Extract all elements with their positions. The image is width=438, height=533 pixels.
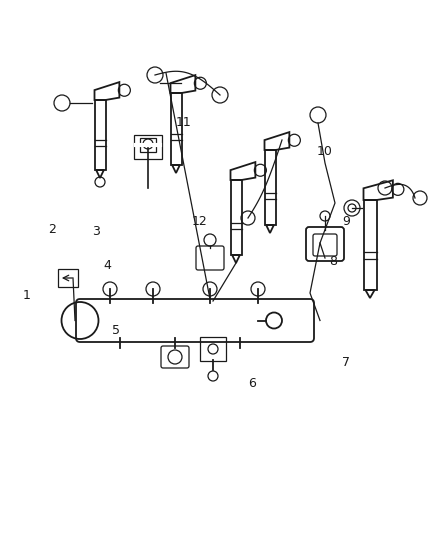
Text: 1: 1 bbox=[22, 289, 30, 302]
Text: 7: 7 bbox=[342, 356, 350, 369]
Text: 2: 2 bbox=[48, 223, 56, 236]
Text: 4: 4 bbox=[103, 259, 111, 272]
Text: 8: 8 bbox=[329, 255, 337, 268]
Text: 10: 10 bbox=[316, 146, 332, 158]
Text: 6: 6 bbox=[248, 377, 256, 390]
Text: 12: 12 bbox=[191, 215, 207, 228]
Text: 11: 11 bbox=[176, 116, 192, 129]
Text: 5: 5 bbox=[112, 324, 120, 337]
Text: 3: 3 bbox=[92, 225, 100, 238]
Text: 9: 9 bbox=[342, 215, 350, 228]
